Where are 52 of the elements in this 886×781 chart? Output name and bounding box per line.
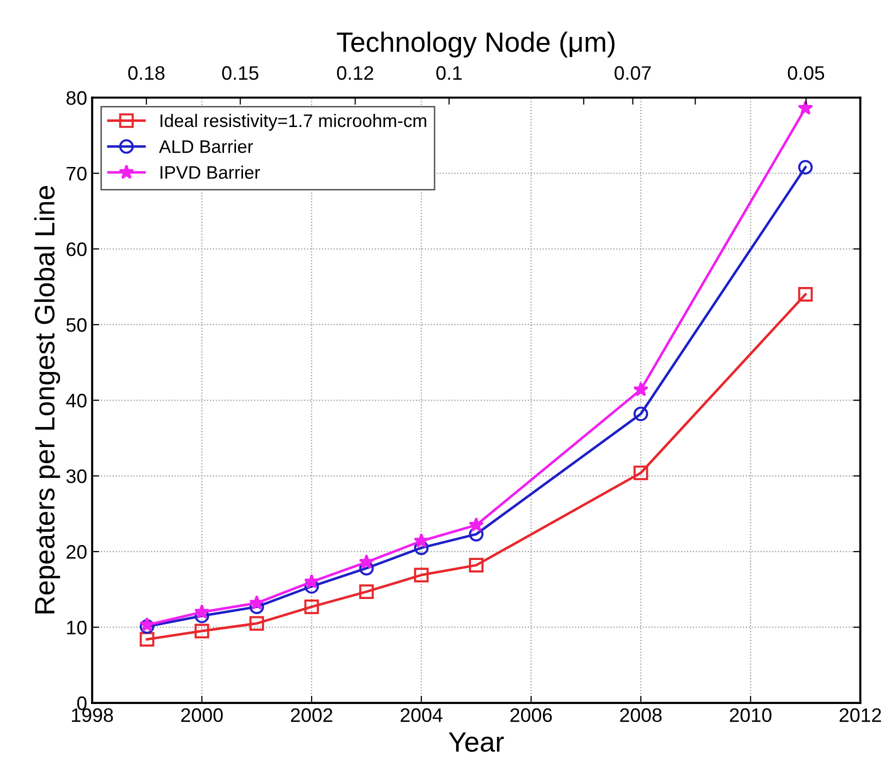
legend-label: ALD Barrier xyxy=(158,140,253,153)
point xyxy=(798,287,813,302)
point xyxy=(140,632,154,647)
y-tick-label: 80 xyxy=(66,91,87,105)
point xyxy=(414,540,429,556)
x2-tick-label: 0.05 xyxy=(788,66,824,80)
point xyxy=(468,517,484,532)
y-tick-label: 30 xyxy=(66,469,87,484)
point xyxy=(194,604,210,619)
point xyxy=(249,595,264,610)
x2-tick-label: 0.1 xyxy=(436,66,462,80)
x-tick-label: 2004 xyxy=(400,708,442,722)
x-axis-title: Year xyxy=(448,732,504,752)
x-tick-label: 2002 xyxy=(290,708,332,722)
x-tick-label: 2006 xyxy=(510,708,552,722)
y-tick-label: 40 xyxy=(66,394,87,408)
point xyxy=(249,600,264,614)
legend-label: Ideal resistivity=1.7 microohm-cm xyxy=(160,114,426,131)
x-tick-label: 2012 xyxy=(840,708,881,722)
x2-tick-label: 0.07 xyxy=(614,66,651,80)
point xyxy=(304,574,320,589)
x2-tick-label: 0.18 xyxy=(128,66,164,80)
x-tick-label: 2010 xyxy=(730,708,772,722)
point xyxy=(414,568,429,582)
y-axis-title: Repeaters per Longest Global Line xyxy=(34,186,60,614)
x2-tick-label: 0.12 xyxy=(337,66,374,80)
point xyxy=(359,584,374,599)
y-tick-label: 20 xyxy=(66,545,87,559)
point xyxy=(634,466,648,480)
point xyxy=(468,526,484,542)
legend-label: IPVD Barrier xyxy=(160,166,260,179)
point xyxy=(358,554,374,569)
y-tick-label: 70 xyxy=(66,166,87,181)
point xyxy=(633,382,648,396)
point xyxy=(359,560,374,576)
x-tick-label: 2008 xyxy=(620,708,662,722)
point xyxy=(798,160,813,175)
point xyxy=(414,533,430,548)
point xyxy=(468,558,484,572)
point xyxy=(304,600,319,614)
y-tick-label: 50 xyxy=(66,318,87,332)
y-tick-label: 60 xyxy=(66,242,87,256)
x2-tick-label: 0.15 xyxy=(222,66,258,80)
y-tick-label: 0 xyxy=(77,696,87,710)
y-tick-label: 10 xyxy=(67,620,87,634)
x-tick-label: 1998 xyxy=(72,708,113,722)
x-tick-label: 2000 xyxy=(181,708,223,722)
point xyxy=(194,624,210,638)
point xyxy=(634,406,648,422)
x2-axis-title: Technology Node (μm) xyxy=(336,32,615,58)
point xyxy=(249,616,264,631)
point xyxy=(798,100,814,115)
